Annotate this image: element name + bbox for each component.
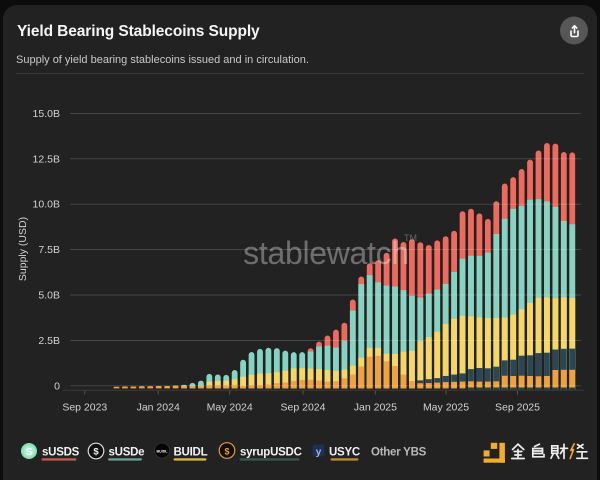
svg-text:Sep 2024: Sep 2024 xyxy=(281,402,326,414)
svg-text:May 2024: May 2024 xyxy=(207,402,253,414)
svg-text:stablewatch: stablewatch xyxy=(243,235,409,271)
svg-text:syrupUSDC: syrupUSDC xyxy=(240,447,302,459)
svg-text:Sep 2025: Sep 2025 xyxy=(495,402,540,414)
svg-text:Supply (USD): Supply (USD) xyxy=(17,217,29,281)
svg-text:$: $ xyxy=(224,446,229,456)
svg-text:7.5B: 7.5B xyxy=(38,244,60,256)
svg-text:Other YBS: Other YBS xyxy=(371,447,427,459)
svg-text:BUIDL: BUIDL xyxy=(174,447,208,459)
svg-text:BUIDL: BUIDL xyxy=(157,449,169,453)
svg-text:$: $ xyxy=(93,447,99,458)
svg-text:S: S xyxy=(25,446,32,458)
svg-text:Jan 2024: Jan 2024 xyxy=(137,402,180,414)
svg-text:y: y xyxy=(316,447,322,458)
svg-text:Jan 2025: Jan 2025 xyxy=(354,402,397,414)
svg-text:TM: TM xyxy=(404,233,417,243)
svg-text:May 2025: May 2025 xyxy=(423,402,469,414)
svg-text:sUSDe: sUSDe xyxy=(109,447,145,459)
svg-text:2.5B: 2.5B xyxy=(38,335,60,347)
svg-text:USYC: USYC xyxy=(329,447,360,459)
svg-text:sUSDS: sUSDS xyxy=(42,447,80,459)
svg-text:15.0B: 15.0B xyxy=(33,108,60,120)
svg-text:12.5B: 12.5B xyxy=(33,153,60,165)
svg-text:Sep 2023: Sep 2023 xyxy=(62,402,107,414)
svg-text:5.0B: 5.0B xyxy=(38,290,60,302)
svg-text:0: 0 xyxy=(54,380,60,392)
svg-text:10.0B: 10.0B xyxy=(33,199,60,211)
